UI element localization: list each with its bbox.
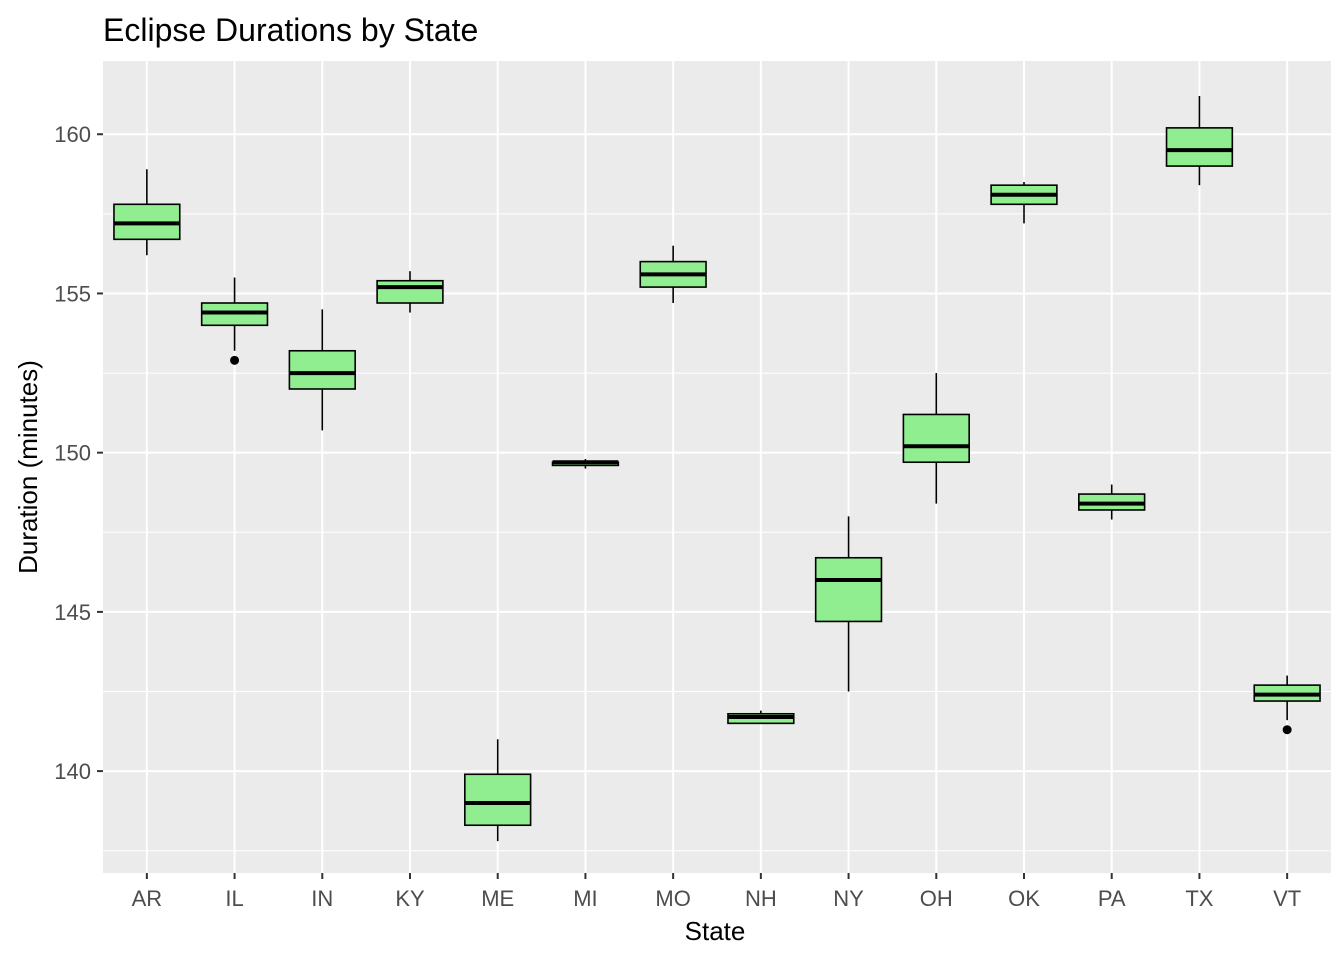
box-ny: [814, 516, 883, 692]
y-axis-title: Duration (minutes): [13, 360, 43, 574]
box-oh: [902, 373, 970, 504]
y-tick-label: 150: [54, 441, 91, 466]
x-tick-label: NY: [833, 886, 864, 911]
box-iqr: [902, 413, 970, 464]
boxes: [113, 96, 1321, 842]
x-tick-label: MI: [573, 886, 597, 911]
box-nh: [727, 710, 795, 725]
x-tick-label: MO: [655, 886, 690, 911]
box-ar: [113, 169, 181, 256]
y-tick-label: 140: [54, 759, 91, 784]
x-tick-label: OK: [1008, 886, 1040, 911]
box-ok: [990, 182, 1058, 224]
box-ky: [376, 271, 444, 313]
box-vt: [1253, 675, 1321, 735]
x-tick-label: TX: [1185, 886, 1213, 911]
box-mi: [551, 459, 620, 469]
chart-title: Eclipse Durations by State: [103, 12, 478, 48]
x-tick-label: PA: [1098, 886, 1126, 911]
box-iqr: [464, 773, 532, 827]
y-tick-label: 160: [54, 122, 91, 147]
box-tx: [1165, 96, 1234, 186]
box-me: [464, 739, 532, 842]
x-axis-title: State: [685, 916, 746, 946]
box-iqr: [288, 349, 356, 390]
outlier-point: [230, 355, 240, 365]
x-tick-label: ME: [481, 886, 514, 911]
x-tick-label: VT: [1273, 886, 1301, 911]
box-mo: [639, 245, 707, 304]
box-iqr: [376, 279, 444, 304]
x-axis: AR IL IN KY ME MI MO NH NY OH OK PA TX VT: [132, 873, 1301, 911]
x-tick-label: IL: [225, 886, 243, 911]
x-tick-label: IN: [311, 886, 333, 911]
y-axis: 140 145 150 155 160: [54, 122, 103, 784]
box-iqr: [1165, 127, 1234, 167]
box-il: [200, 277, 269, 365]
outlier-point: [1282, 725, 1292, 735]
x-tick-label: NH: [745, 886, 777, 911]
x-tick-label: AR: [132, 886, 163, 911]
box-pa: [1078, 484, 1146, 520]
plot-panel: [103, 61, 1331, 873]
y-tick-label: 145: [54, 600, 91, 625]
box-iqr: [814, 556, 883, 623]
box-in: [288, 309, 356, 431]
x-tick-label: KY: [395, 886, 425, 911]
y-tick-label: 155: [54, 281, 91, 306]
x-tick-label: OH: [920, 886, 953, 911]
